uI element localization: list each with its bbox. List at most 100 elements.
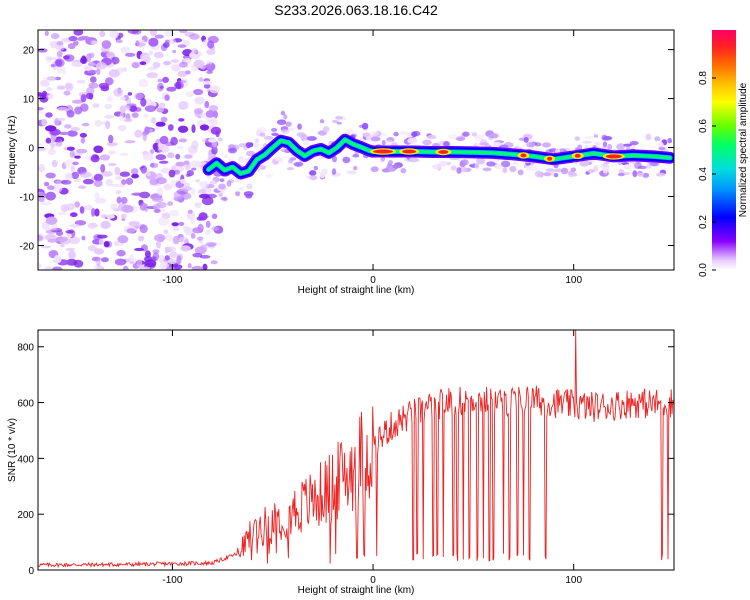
noise-blob [175, 153, 181, 160]
noise-blob [120, 96, 126, 101]
noise-blob [169, 209, 180, 217]
noise-blob [124, 140, 136, 144]
halo-blob [553, 173, 559, 178]
noise-blob [74, 220, 87, 226]
halo-blob [245, 150, 256, 157]
noise-blob [204, 100, 210, 109]
noise-blob [99, 154, 111, 161]
noise-blob [113, 88, 124, 97]
noise-blob [46, 57, 57, 61]
noise-blob [70, 166, 76, 172]
noise-blob [115, 190, 122, 195]
noise-blob [209, 85, 221, 94]
noise-blob [130, 168, 139, 175]
noise-blob [44, 234, 57, 241]
noise-blob [45, 216, 58, 225]
halo-blob [306, 136, 317, 141]
colorbar-tick-label: 0.2 [698, 215, 709, 229]
noise-blob [66, 258, 78, 266]
noise-blob [205, 110, 215, 118]
halo-blob [577, 144, 582, 150]
halo-blob [263, 135, 274, 140]
colorbar-tick-label: 0.8 [698, 71, 709, 85]
noise-blob [38, 110, 44, 114]
noise-blob [105, 178, 113, 187]
noise-blob [149, 162, 159, 169]
halo-blob [381, 139, 386, 146]
halo-blob [370, 166, 379, 173]
noise-blob [207, 40, 215, 49]
noise-blob [119, 112, 124, 122]
halo-blob [313, 165, 319, 171]
noise-blob [87, 245, 97, 252]
x-tick-label: 0 [370, 275, 376, 286]
noise-blob [82, 178, 94, 185]
halo-blob [656, 172, 666, 177]
halo-blob [217, 137, 223, 142]
noise-blob [120, 196, 128, 204]
noise-blob [190, 218, 195, 225]
halo-blob [476, 157, 486, 165]
noise-blob [106, 51, 115, 59]
noise-blob [189, 33, 200, 40]
noise-blob [170, 136, 178, 146]
halo-blob [277, 120, 285, 125]
noise-blob [101, 40, 112, 49]
noise-blob [178, 138, 188, 143]
noise-blob [157, 78, 163, 83]
halo-blob [362, 132, 371, 138]
noise-blob [191, 140, 199, 150]
noise-blob [124, 52, 136, 57]
noise-blob [171, 222, 179, 227]
noise-blob [50, 141, 55, 150]
noise-blob [100, 85, 110, 92]
halo-blob [500, 160, 511, 168]
noise-blob [38, 163, 46, 173]
noise-blob [101, 171, 113, 177]
noise-blob [204, 229, 212, 235]
halo-blob [309, 175, 318, 181]
snr-frame [37, 329, 675, 571]
halo-blob [319, 119, 325, 124]
noise-blob [79, 132, 87, 138]
noise-blob [210, 126, 222, 135]
noise-blob [126, 228, 136, 234]
noise-blob [199, 254, 211, 259]
x-tick-label: 100 [565, 575, 582, 586]
noise-blob [210, 260, 218, 265]
noise-blob [74, 155, 81, 159]
noise-blob [167, 124, 174, 131]
noise-blob [56, 236, 68, 243]
noise-blob [47, 226, 57, 231]
noise-blob [177, 44, 187, 48]
halo-blob [280, 110, 286, 116]
noise-blob [93, 145, 104, 154]
noise-blob [45, 112, 53, 118]
halo-blob [296, 132, 306, 137]
halo-blob [336, 121, 342, 125]
halo-blob [574, 136, 581, 141]
halo-blob [211, 179, 216, 184]
noise-blob [193, 88, 204, 96]
noise-blob [38, 192, 47, 199]
y-tick-label: 0 [28, 144, 34, 155]
noise-blob [83, 204, 94, 211]
noise-blob [177, 70, 188, 78]
noise-blob [76, 79, 86, 84]
noise-blob [68, 250, 76, 260]
noise-blob [45, 137, 52, 144]
halo-blob [331, 168, 337, 176]
ridge-peak [605, 154, 622, 159]
spectrogram-ylabel: Frequency (Hz) [7, 116, 18, 185]
halo-blob [593, 141, 601, 147]
noise-blob [178, 221, 185, 226]
halo-blob [602, 136, 613, 141]
noise-blob [46, 92, 54, 100]
noise-blob [100, 257, 109, 263]
noise-blob [186, 211, 196, 220]
noise-blob [201, 196, 214, 206]
halo-blob [259, 132, 266, 137]
noise-blob [163, 229, 169, 235]
halo-blob [288, 159, 293, 164]
noise-blob [74, 178, 82, 183]
